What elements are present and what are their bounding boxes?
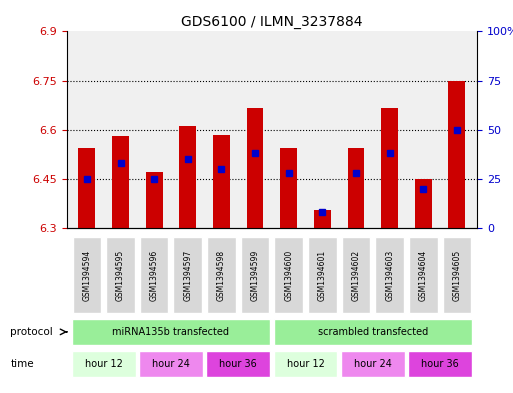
FancyBboxPatch shape: [376, 237, 404, 313]
Title: GDS6100 / ILMN_3237884: GDS6100 / ILMN_3237884: [181, 15, 363, 29]
Text: hour 12: hour 12: [85, 359, 123, 369]
Text: miRNA135b transfected: miRNA135b transfected: [112, 327, 229, 337]
FancyBboxPatch shape: [173, 237, 202, 313]
Text: hour 36: hour 36: [220, 359, 257, 369]
FancyBboxPatch shape: [341, 351, 405, 377]
FancyBboxPatch shape: [443, 237, 471, 313]
FancyBboxPatch shape: [342, 237, 370, 313]
Bar: [180, 127, 196, 228]
Text: GSM1394604: GSM1394604: [419, 250, 428, 301]
FancyBboxPatch shape: [273, 351, 338, 377]
FancyBboxPatch shape: [206, 351, 270, 377]
Text: GSM1394602: GSM1394602: [351, 250, 361, 301]
Text: GSM1394599: GSM1394599: [250, 250, 260, 301]
Bar: [415, 179, 431, 228]
Bar: [314, 210, 331, 228]
Bar: [381, 108, 398, 228]
FancyBboxPatch shape: [308, 237, 337, 313]
Text: GSM1394594: GSM1394594: [83, 250, 91, 301]
Text: GSM1394597: GSM1394597: [183, 250, 192, 301]
Text: hour 24: hour 24: [354, 359, 392, 369]
Bar: [146, 172, 163, 228]
Text: GSM1394600: GSM1394600: [284, 250, 293, 301]
Text: GSM1394596: GSM1394596: [150, 250, 159, 301]
FancyBboxPatch shape: [274, 237, 303, 313]
FancyBboxPatch shape: [409, 237, 438, 313]
Bar: [213, 135, 230, 228]
Text: time: time: [10, 359, 34, 369]
Text: hour 36: hour 36: [421, 359, 459, 369]
Text: hour 24: hour 24: [152, 359, 190, 369]
Bar: [448, 81, 465, 228]
Text: GSM1394598: GSM1394598: [217, 250, 226, 301]
FancyBboxPatch shape: [72, 351, 135, 377]
FancyBboxPatch shape: [72, 237, 101, 313]
FancyBboxPatch shape: [207, 237, 236, 313]
Text: GSM1394605: GSM1394605: [452, 250, 461, 301]
FancyBboxPatch shape: [72, 319, 270, 345]
Text: GSM1394601: GSM1394601: [318, 250, 327, 301]
FancyBboxPatch shape: [241, 237, 269, 313]
Text: scrambled transfected: scrambled transfected: [318, 327, 428, 337]
FancyBboxPatch shape: [408, 351, 472, 377]
Text: protocol: protocol: [10, 327, 53, 337]
FancyBboxPatch shape: [139, 351, 203, 377]
Text: GSM1394603: GSM1394603: [385, 250, 394, 301]
FancyBboxPatch shape: [273, 319, 472, 345]
FancyBboxPatch shape: [140, 237, 168, 313]
Bar: [280, 148, 297, 228]
Text: hour 12: hour 12: [287, 359, 324, 369]
Bar: [78, 148, 95, 228]
Bar: [112, 136, 129, 228]
FancyBboxPatch shape: [106, 237, 135, 313]
Bar: [348, 148, 364, 228]
Text: GSM1394595: GSM1394595: [116, 250, 125, 301]
Bar: [247, 108, 264, 228]
